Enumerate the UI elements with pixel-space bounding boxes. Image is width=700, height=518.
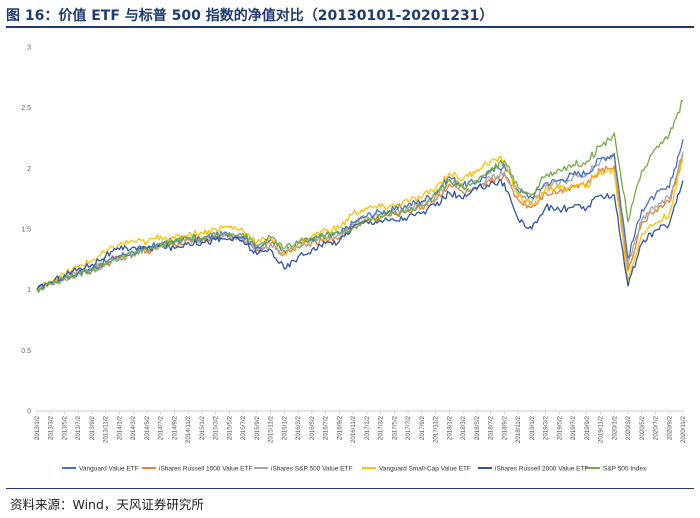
x-tick-label: 2019/3/2 xyxy=(543,415,550,440)
chart-svg: 00.511.522.53 2013/1/2 2013/3/2 2013/5/2 20… xyxy=(21,45,687,473)
series-line-4 xyxy=(36,179,684,291)
x-tick-label: 2014/7/2 xyxy=(158,415,165,440)
x-tick-label: 2018/5/2 xyxy=(474,415,481,440)
x-tick-label: 2019/5/2 xyxy=(556,415,563,440)
x-tick-label: 2015/11/2 xyxy=(268,415,275,443)
footer-divider xyxy=(6,488,694,489)
x-tick-label: 2016/3/2 xyxy=(295,415,302,440)
x-tick-label: 2016/1/2 xyxy=(281,415,288,440)
legend: Vanguard Value ETF iShares Russell 1000 V… xyxy=(62,465,647,472)
legend-label: Vanguard Value ETF xyxy=(79,465,139,472)
x-tick-label: 2015/9/2 xyxy=(254,415,261,440)
x-tick-label: 2017/7/2 xyxy=(405,415,412,440)
x-tick-label: 2017/3/2 xyxy=(378,415,385,440)
legend-label: iShares Russell 2000 Value ETF xyxy=(495,465,588,472)
x-tick-label: 2016/7/2 xyxy=(323,415,330,440)
y-tick-label: 3 xyxy=(27,45,31,52)
x-tick-label: 2017/9/2 xyxy=(419,415,426,440)
x-tick-label: 2020/7/2 xyxy=(653,415,660,440)
x-tick-label: 2015/1/2 xyxy=(199,415,206,440)
y-tick-label: 1 xyxy=(27,287,31,294)
x-tick-label: 2019/1/2 xyxy=(529,415,536,440)
x-tick-label: 2014/1/2 xyxy=(116,415,123,440)
series-line-5 xyxy=(36,99,684,293)
x-tick-label: 2013/3/2 xyxy=(48,415,55,440)
x-tick-label: 2020/5/2 xyxy=(639,415,646,440)
x-tick-label: 2015/7/2 xyxy=(240,415,247,440)
source-note: 资料来源：Wind，天风证券研究所 xyxy=(10,497,204,512)
x-tick-label: 2018/1/2 xyxy=(446,415,453,440)
x-tick-label: 2013/9/2 xyxy=(89,415,96,440)
y-tick-label: 0 xyxy=(27,409,31,416)
x-tick-label: 2016/5/2 xyxy=(309,415,316,440)
x-tick-label: 2017/11/2 xyxy=(433,415,440,443)
series-lines xyxy=(36,99,684,293)
chart-title: 图 16：价值 ETF 与标普 500 指数的净值对比（20130101-202… xyxy=(6,8,494,24)
y-tick-label: 2.5 xyxy=(21,105,31,112)
series-line-3 xyxy=(36,156,684,291)
x-tick-label: 2013/7/2 xyxy=(75,415,82,440)
x-tick-label: 2018/7/2 xyxy=(488,415,495,440)
title-divider xyxy=(6,26,694,28)
y-axis: 0 0.5 1 1.5 2 2.5 3 xyxy=(21,45,31,416)
x-tick-label: 2014/11/2 xyxy=(185,415,192,443)
series-line-0 xyxy=(36,139,684,291)
x-tick-label: 2020/9/2 xyxy=(666,415,673,440)
legend-label: iShares S&P 500 Value ETF xyxy=(271,465,352,472)
x-tick-label: 2014/5/2 xyxy=(144,415,151,440)
x-tick-label: 2018/11/2 xyxy=(515,415,522,443)
x-tick-label: 2020/3/2 xyxy=(625,415,632,440)
series-line-2 xyxy=(36,151,684,291)
legend-label: S&P 500 Index xyxy=(603,465,647,472)
x-tick-label: 2016/11/2 xyxy=(350,415,357,443)
x-tick-label: 2015/5/2 xyxy=(226,415,233,440)
x-tick-label: 2020/11/2 xyxy=(680,415,687,443)
y-tick-label: 0.5 xyxy=(21,348,31,355)
x-tick-label: 2015/3/2 xyxy=(213,415,220,440)
y-tick-label: 2 xyxy=(27,166,31,173)
x-tick-label: 2013/1/2 xyxy=(34,415,41,440)
x-tick-label: 2013/5/2 xyxy=(61,415,68,440)
x-tick-label: 2014/3/2 xyxy=(130,415,137,440)
x-tick-label: 2019/7/2 xyxy=(570,415,577,440)
x-tick-label: 2020/1/2 xyxy=(611,415,618,440)
x-tick-label: 2013/11/2 xyxy=(103,415,110,443)
x-tick-label: 2019/11/2 xyxy=(598,415,605,443)
x-tick-label: 2016/9/2 xyxy=(336,415,343,440)
x-tick-label: 2019/9/2 xyxy=(584,415,591,440)
legend-label: iShares Russell 1000 Value ETF xyxy=(159,465,252,472)
x-tick-label: 2017/5/2 xyxy=(391,415,398,440)
x-tick-label: 2017/1/2 xyxy=(364,415,371,440)
legend-label: Vanguard Small-Cap Value ETF xyxy=(379,465,471,472)
x-tick-label: 2018/9/2 xyxy=(501,415,508,440)
y-tick-label: 1.5 xyxy=(21,227,31,234)
x-tick-label: 2018/3/2 xyxy=(460,415,467,440)
x-axis: 2013/1/2 2013/3/2 2013/5/2 2013/7/2 2013/9/2… xyxy=(34,410,687,443)
x-tick-label: 2014/9/2 xyxy=(171,415,178,440)
